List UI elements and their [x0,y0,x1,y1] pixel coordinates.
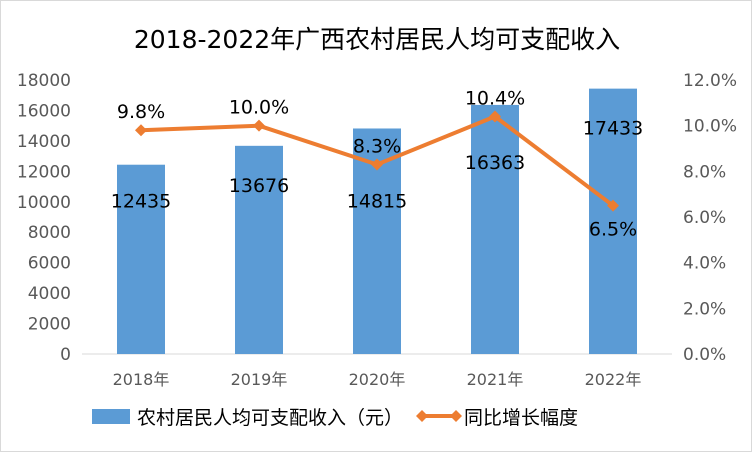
bar-data-label: 14815 [347,190,407,212]
line-point [607,199,619,212]
line-point [371,158,383,171]
bar [235,145,283,354]
legend-line-label: 同比增长幅度 [464,407,578,429]
right-axis-tick: 6.0% [683,208,726,228]
bar-data-label: 13676 [229,175,289,197]
x-axis-tick: 2022年 [585,370,642,389]
right-axis-tick: 12.0% [683,71,737,91]
line-point [253,119,265,132]
right-axis-tick: 2.0% [683,299,726,319]
x-axis-tick: 2018年 [113,370,170,389]
line-data-label: 10.0% [229,97,289,119]
line-point [489,110,501,123]
legend-bar-swatch [92,409,130,424]
bar-data-label: 16363 [465,152,525,174]
left-axis-tick: 10000 [17,193,71,213]
right-axis-tick: 10.0% [683,117,737,137]
right-axis-tick: 8.0% [683,162,726,182]
legend-bar-label: 农村居民人均可支配收入（元） [137,407,403,429]
legend-diamond-icon [416,410,428,422]
bar [471,104,519,354]
left-axis-tick: 4000 [28,284,71,304]
left-axis-tick: 18000 [17,71,71,91]
left-axis-tick: 16000 [17,101,71,121]
bar-data-label: 12435 [111,191,171,213]
line-data-label: 10.4% [465,88,525,110]
bar-data-label: 17433 [583,118,643,140]
line-point [135,124,147,137]
chart-title: 2018-2022年广西农村居民人均可支配收入 [134,25,620,54]
left-axis-tick: 0 [60,345,71,365]
bar [589,88,637,355]
line-data-label: 9.8% [117,101,165,123]
bar [117,164,165,354]
line-data-label: 6.5% [589,219,637,241]
left-axis-tick: 6000 [28,254,71,274]
line-data-label: 8.3% [353,135,401,157]
x-axis-tick: 2020年 [349,370,406,389]
right-axis-tick: 0.0% [683,345,726,365]
left-axis-tick: 12000 [17,162,71,182]
x-axis-tick: 2021年 [467,370,524,389]
left-axis-tick: 8000 [28,223,71,243]
legend-diamond-icon [450,410,462,422]
right-axis-tick: 4.0% [683,254,726,274]
left-axis-tick: 2000 [28,315,71,335]
x-axis-tick: 2019年 [231,370,288,389]
left-axis-tick: 14000 [17,132,71,152]
